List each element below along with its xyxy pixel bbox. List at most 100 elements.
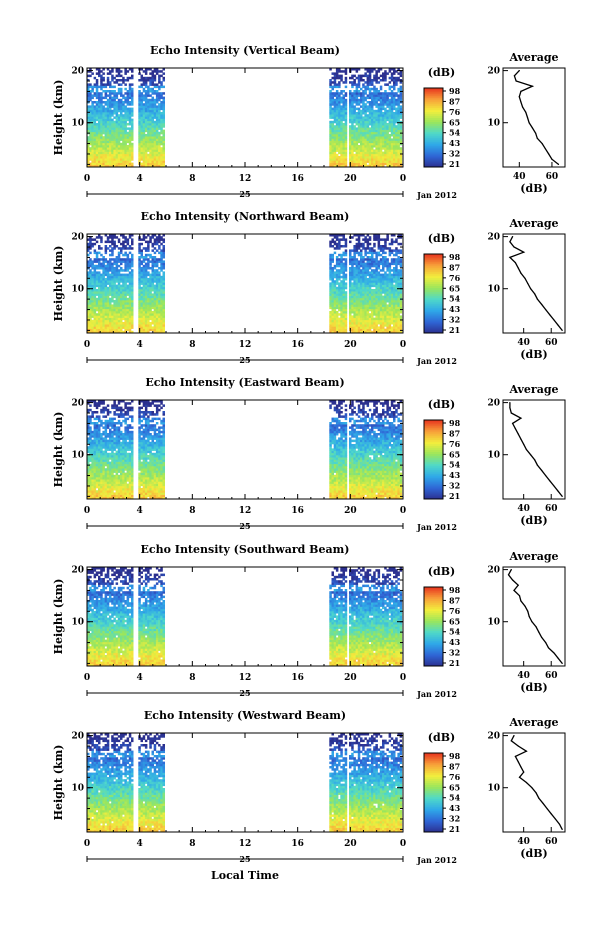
heatmap-cell [338, 258, 341, 261]
heatmap-cell [349, 311, 352, 314]
heatmap-cell [104, 286, 108, 290]
heatmap-cell [360, 258, 363, 261]
heatmap-cell [382, 138, 385, 141]
heatmap-cell [113, 96, 116, 100]
heatmap-cell [106, 103, 110, 106]
heatmap-cell [153, 116, 157, 119]
heatmap-cell [377, 134, 381, 137]
heatmap-cell [162, 273, 165, 277]
heatmap-cell [117, 258, 121, 261]
heatmap-cell [126, 90, 130, 93]
heatmap-cell [382, 120, 385, 124]
heatmap-cell [351, 76, 354, 80]
heatmap-cell [95, 315, 99, 318]
heatmap-cell [93, 324, 97, 327]
heatmap-cell [109, 164, 112, 168]
heatmap-cell [102, 258, 105, 261]
heatmap-cell [122, 245, 125, 248]
heatmap-cell [100, 125, 103, 128]
heatmap-cell [386, 311, 389, 314]
heatmap-cell [364, 118, 367, 122]
heatmap-cell [333, 134, 337, 137]
heatmap-cell [142, 125, 146, 128]
heatmap-cell [128, 101, 132, 104]
heatmap-cell [98, 289, 101, 292]
heatmap-cell [342, 264, 345, 268]
heatmap-cell [368, 81, 372, 84]
heatmap-cell [138, 103, 141, 106]
heatmap-cell [158, 85, 161, 89]
heatmap-cell [155, 160, 159, 163]
heatmap-cell [95, 160, 99, 163]
heatmap-cell [144, 149, 148, 152]
heatmap-cell [397, 286, 400, 290]
heatmap-cell [379, 123, 383, 126]
heatmap-cell [379, 295, 383, 299]
heatmap-cell [128, 315, 132, 318]
heatmap-cell [104, 326, 108, 329]
heatmap-cell [113, 142, 116, 146]
heatmap-cell [89, 238, 92, 241]
heatmap-cell [115, 315, 119, 318]
heatmap-cell [98, 236, 101, 239]
heatmap-cell [351, 145, 354, 148]
heatmap-cell [360, 304, 363, 307]
heatmap-cell [117, 322, 121, 325]
heatmap-cell [128, 156, 132, 159]
heatmap-cell [106, 240, 110, 244]
heatmap-cell [111, 300, 114, 303]
heatmap-cell [144, 72, 148, 75]
heatmap-cell [126, 79, 130, 82]
heatmap-cell [102, 280, 105, 283]
heatmap-cell [128, 273, 132, 277]
heatmap-cell [120, 129, 123, 133]
heatmap-cell [386, 258, 389, 261]
heatmap-cell [357, 280, 361, 283]
heatmap-cell [379, 282, 383, 285]
heatmap-cell [355, 131, 359, 135]
heatmap-cell [142, 160, 146, 163]
heatmap-cell [131, 242, 134, 246]
heatmap-cell [151, 123, 154, 126]
heatmap-cell [384, 324, 387, 327]
heatmap-cell [98, 330, 101, 334]
heatmap-cell [340, 116, 343, 119]
heatmap-cell [349, 96, 352, 100]
heatmap-cell [333, 147, 337, 150]
heatmap-cell [344, 109, 348, 113]
heatmap-cell [100, 319, 103, 323]
heatmap-cell [375, 295, 378, 299]
heatmap-cell [142, 284, 146, 288]
heatmap-cell [382, 74, 385, 78]
heatmap-cell [360, 280, 363, 283]
heatmap-cell [98, 118, 101, 122]
heatmap-cell [351, 164, 354, 168]
heatmap-cell [131, 158, 134, 161]
heatmap-cell [390, 313, 394, 316]
heatmap-cell [100, 264, 103, 268]
heatmap-cell [393, 127, 396, 130]
heatmap-cell [106, 76, 110, 80]
heatmap-cell [131, 87, 134, 91]
heatmap-cell [144, 304, 148, 307]
heatmap-cell [117, 140, 121, 144]
heatmap-cell [362, 125, 365, 128]
heatmap-cell [126, 164, 130, 168]
heatmap-cell [373, 101, 376, 104]
heatmap-cell [109, 317, 112, 321]
heatmap-cell [329, 256, 332, 259]
heatmap-cell [144, 319, 148, 323]
heatmap-cell [333, 311, 337, 314]
heatmap-cell [149, 79, 152, 82]
heatmap-cell [106, 116, 110, 119]
heatmap-cell [144, 83, 148, 86]
heatmap-cell [158, 282, 161, 285]
heatmap-cell [128, 262, 132, 266]
heatmap-cell [126, 289, 130, 292]
heatmap-cell [115, 313, 119, 316]
heatmap-cell [366, 302, 370, 305]
heatmap-cell [375, 319, 378, 323]
heatmap-cell [342, 94, 345, 97]
colorbar-segment [424, 143, 443, 146]
heatmap-cell [153, 324, 157, 327]
